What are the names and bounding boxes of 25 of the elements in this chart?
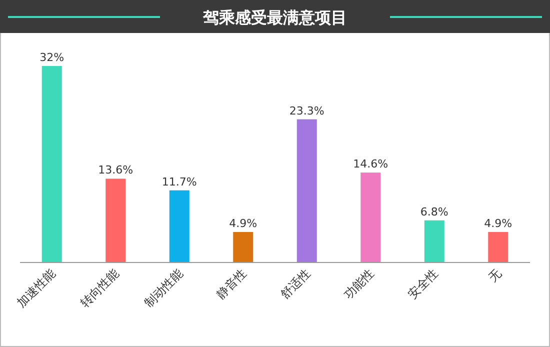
data-label: 4.9% [484, 216, 512, 230]
data-label: 11.7% [162, 175, 197, 188]
bar [233, 232, 254, 262]
bar [169, 190, 190, 262]
x-tick-label: 无 [486, 266, 504, 285]
data-label: 14.6% [353, 158, 388, 171]
bar [42, 66, 62, 262]
bar [106, 178, 126, 262]
bar [296, 119, 317, 262]
data-label: 23.3% [289, 104, 324, 118]
x-tick-label: 加速性能 [14, 266, 58, 310]
x-tick-label: 舒适性 [278, 266, 313, 302]
x-tick-label: 转向性能 [78, 266, 122, 310]
data-label: 4.9% [229, 216, 258, 230]
bar [488, 232, 508, 262]
data-label: 6.8% [420, 205, 448, 218]
x-tick-label: 安全性 [405, 266, 440, 302]
chart-title: 驾乘感受最满意项目 [202, 8, 347, 27]
x-tick-label: 制动性能 [142, 266, 186, 310]
bar [360, 172, 381, 262]
x-tick-label: 静音性 [214, 266, 250, 302]
x-tick-label: 功能性 [341, 266, 377, 302]
data-label: 32% [40, 51, 64, 64]
bar [424, 220, 444, 262]
data-label: 13.6% [98, 164, 134, 177]
